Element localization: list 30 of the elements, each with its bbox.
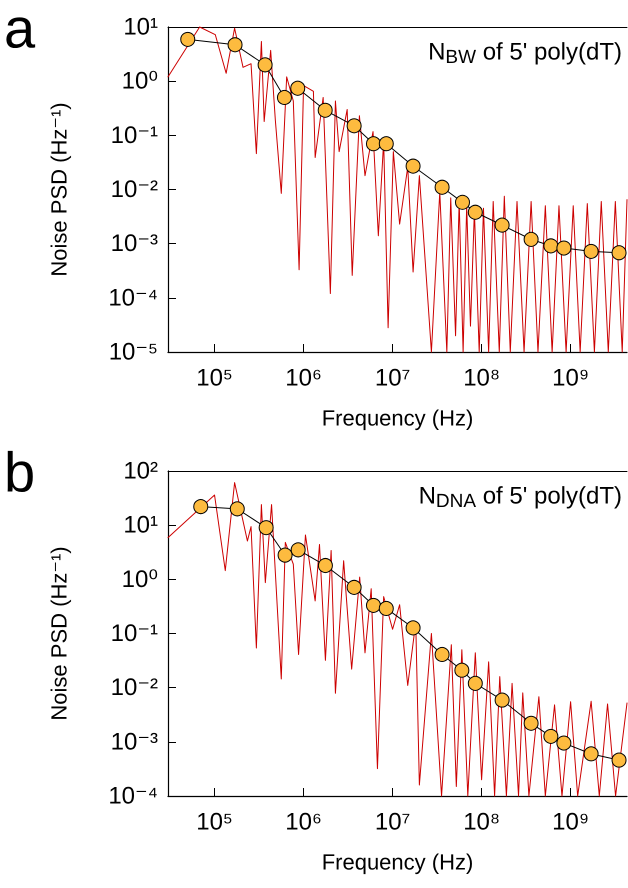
y-tick-label: 10⁻⁵ <box>108 338 158 366</box>
y-tick-label: 10⁻¹ <box>110 620 158 647</box>
x-tick-label: 10⁸ <box>463 364 500 392</box>
y-tick-label: 10² <box>123 458 158 484</box>
y-tick-label: 10⁻¹ <box>110 122 158 149</box>
y-axis-title: Noise PSD (Hz⁻¹) <box>46 546 72 721</box>
y-tick-label: 10¹ <box>123 512 158 539</box>
x-tick-label: 10⁸ <box>463 808 500 836</box>
x-tick-label: 10⁵ <box>196 808 233 836</box>
x-tick-label: 10⁷ <box>374 364 410 392</box>
y-axis-title: Noise PSD (Hz⁻¹) <box>46 102 72 277</box>
x-tick-label: 10⁹ <box>552 808 590 836</box>
x-tick-label: 10⁵ <box>196 364 233 392</box>
y-tick-label: 10⁻³ <box>110 728 158 756</box>
text: a <box>4 0 36 60</box>
x-axis-title: Frequency (Hz) <box>322 406 474 430</box>
y-tick-label: 10⁻² <box>110 176 158 203</box>
x-tick-label: 10⁶ <box>285 364 322 392</box>
x-tick-label: 10⁹ <box>552 364 590 392</box>
x-tick-label: 10⁶ <box>285 808 322 836</box>
y-tick-label: 10⁻³ <box>110 230 158 258</box>
y-tick-label: 10¹ <box>123 14 158 40</box>
x-axis-title: Frequency (Hz) <box>322 850 474 874</box>
x-tick-label: 10⁷ <box>374 808 410 836</box>
text: b <box>4 440 36 504</box>
y-tick-label: 10⁻⁴ <box>108 284 158 312</box>
y-tick-label: 10⁻² <box>110 674 158 702</box>
y-tick-label: 10⁰ <box>122 566 158 593</box>
y-tick-label: 10⁻⁴ <box>108 782 158 810</box>
y-tick-label: 10⁰ <box>122 68 158 95</box>
